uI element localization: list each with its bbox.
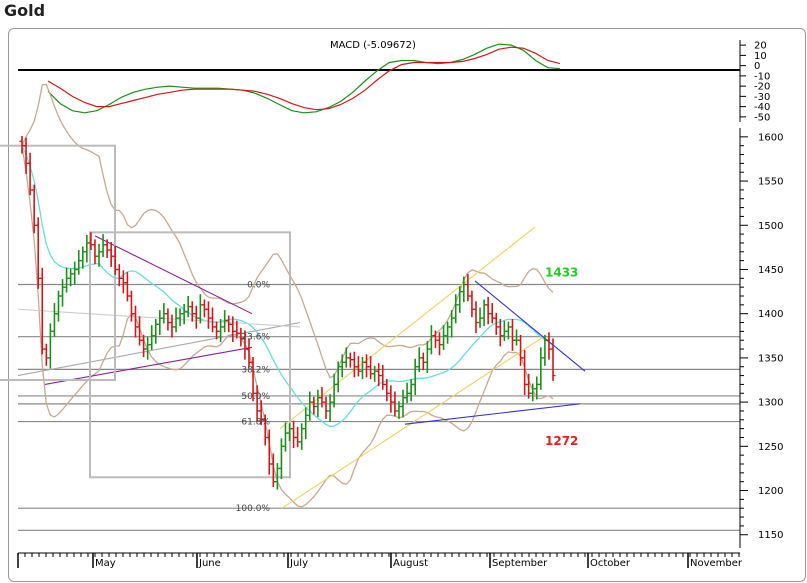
macd-tick-label: 0	[754, 61, 760, 72]
page-title: Gold	[4, 1, 46, 20]
trendline-gray-2	[17, 308, 301, 328]
month-label: October	[590, 558, 631, 569]
macd-tick-label: -40	[754, 102, 770, 113]
channel-lower	[281, 335, 546, 509]
fib-level-label: 50.0%	[241, 392, 270, 402]
wedge-upper	[94, 235, 253, 315]
price-tick-label: 1300	[758, 398, 783, 409]
month-label: September	[492, 558, 548, 569]
support-line	[404, 403, 581, 425]
price-tick-label: 1150	[758, 530, 783, 541]
fib-labels: 0.0% 23.6% 38.2% 50.0% 61.8% 100.0%	[236, 281, 271, 515]
macd-tick-label: -50	[754, 112, 770, 123]
moving-average	[21, 145, 554, 428]
fib-level-label: 61.8%	[241, 418, 270, 428]
month-label: June	[198, 558, 221, 569]
trendline-gray-1	[17, 321, 301, 377]
fib-level-label: 38.2%	[241, 365, 270, 375]
macd-tick-label: -10	[754, 71, 770, 82]
price-annotation: 1272	[545, 434, 578, 448]
month-label: November	[690, 558, 743, 569]
macd-tick-label: -20	[754, 82, 770, 93]
month-label: August	[393, 558, 428, 569]
x-axis: May June July August September October Novembe…	[17, 552, 743, 569]
price-tick-label: 1450	[758, 265, 783, 276]
fib-level-label: 23.6%	[241, 333, 270, 343]
month-label: July	[289, 558, 308, 569]
price-tick-label: 1350	[758, 353, 783, 364]
annotations: 1433 1272	[545, 266, 578, 448]
wedge-lower	[44, 346, 253, 385]
price-tick-label: 1600	[758, 132, 783, 143]
price-tick-label: 1500	[758, 221, 783, 232]
macd-series-0	[47, 43, 561, 114]
macd-title: MACD (-5.09672)	[330, 40, 416, 51]
price-tick-label: 1200	[758, 486, 783, 497]
prior-range-box	[0, 144, 116, 381]
consolidation-box	[89, 231, 291, 479]
macd-tick-label: 20	[754, 41, 767, 52]
price-bars	[19, 135, 556, 490]
price-tick-label: 1400	[758, 309, 783, 320]
price-annotation: 1433	[545, 266, 578, 280]
macd-series-1	[47, 46, 561, 111]
chart-frame	[8, 28, 806, 582]
bollinger-upper	[21, 83, 554, 379]
macd-tick-label: -30	[754, 92, 770, 103]
bollinger-lower	[21, 145, 554, 508]
fib-level-label: 0.0%	[247, 281, 270, 291]
price-axis: 1600 1550 1500 1450 1400 1350 1300 1250 1200 1150	[739, 128, 783, 548]
resistance-line	[474, 280, 586, 372]
price-tick-label: 1250	[758, 442, 783, 453]
macd-tick-label: 10	[754, 51, 767, 62]
price-tick-label: 1550	[758, 177, 783, 188]
month-label: May	[95, 558, 116, 569]
fib-level-label: 100.0%	[236, 504, 271, 514]
macd-lines	[47, 43, 561, 114]
price-overlays	[0, 83, 586, 509]
